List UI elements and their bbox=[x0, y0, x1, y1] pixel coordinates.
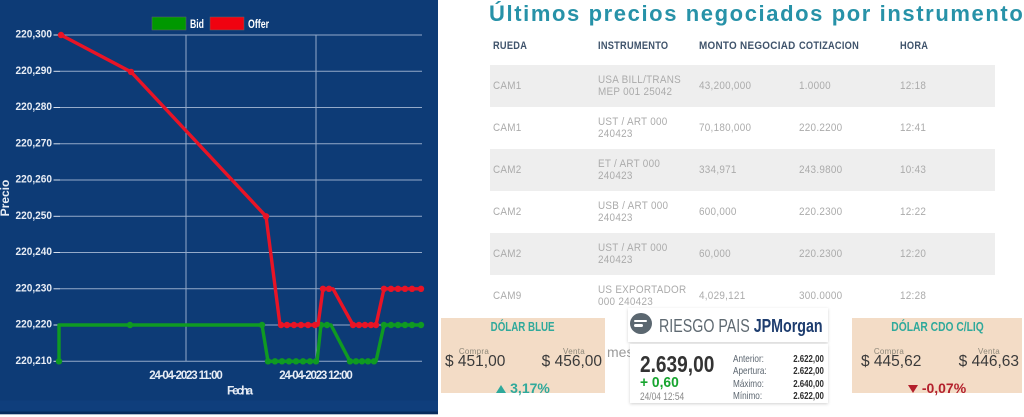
svg-text:220,260: 220,260 bbox=[16, 174, 53, 186]
svg-text:220,290: 220,290 bbox=[16, 65, 53, 77]
svg-text:220,270: 220,270 bbox=[16, 137, 53, 149]
svg-text:Precio: Precio bbox=[0, 180, 12, 217]
svg-text:220,240: 220,240 bbox=[16, 246, 53, 258]
svg-text:24-04-2023 11:00: 24-04-2023 11:00 bbox=[149, 370, 223, 382]
svg-text:220,210: 220,210 bbox=[16, 355, 53, 367]
svg-text:Fecha: Fecha bbox=[227, 384, 253, 398]
svg-text:220,230: 220,230 bbox=[16, 282, 53, 294]
svg-text:Offer: Offer bbox=[248, 17, 269, 31]
svg-text:220,280: 220,280 bbox=[16, 101, 53, 113]
svg-text:220,300: 220,300 bbox=[16, 29, 53, 41]
svg-text:24-04-2023 12:00: 24-04-2023 12:00 bbox=[279, 370, 353, 382]
svg-text:220,250: 220,250 bbox=[16, 210, 53, 222]
svg-text:220,220: 220,220 bbox=[16, 319, 53, 331]
svg-text:Bid: Bid bbox=[190, 17, 204, 31]
